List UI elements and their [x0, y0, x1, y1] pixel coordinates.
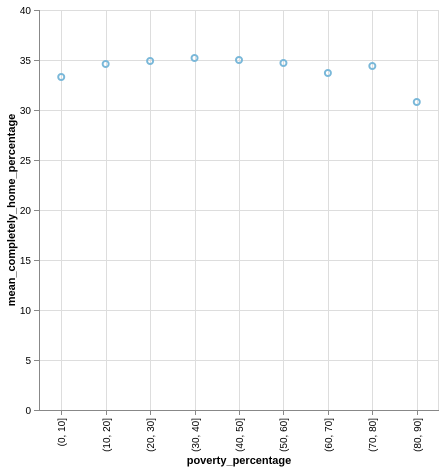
- x-tick-label: (40, 50]: [235, 418, 246, 452]
- y-tick-label: 15: [20, 256, 32, 267]
- data-point: [368, 62, 377, 70]
- x-tick-label: (30, 40]: [191, 418, 202, 452]
- data-point: [101, 60, 110, 68]
- y-tick-label: 0: [25, 406, 31, 417]
- x-tick-label: (50, 60]: [279, 418, 290, 452]
- data-point: [57, 73, 66, 81]
- data-point: [279, 59, 288, 67]
- data-point: [146, 57, 155, 65]
- x-tick-label: (0, 10]: [57, 418, 68, 447]
- data-point: [412, 98, 421, 106]
- axes: [34, 10, 439, 415]
- y-tick-label: 10: [20, 306, 32, 317]
- x-tick-label: (70, 80]: [368, 418, 379, 452]
- y-tick-label: 20: [20, 206, 32, 217]
- x-tick-label: (80, 90]: [413, 418, 424, 452]
- x-tick-label: (10, 20]: [102, 418, 113, 452]
- y-tick-label: 30: [20, 106, 32, 117]
- tick-labels: 0 5 10 15 20 25 30 35 40 (0, 10] (10, 20] (20, 30] (…: [20, 6, 424, 452]
- y-tick-label: 40: [20, 6, 32, 17]
- data-point: [323, 69, 332, 77]
- data-points: [57, 54, 421, 106]
- y-axis-title: mean_completely_home_percentage: [6, 114, 18, 307]
- y-tick-label: 5: [25, 356, 31, 367]
- x-tick-label: (20, 30]: [146, 418, 157, 452]
- y-tick-label: 35: [20, 56, 32, 67]
- gridlines: [39, 10, 439, 411]
- x-axis-title: poverty_percentage: [187, 455, 292, 467]
- x-tick-label: (60, 70]: [324, 418, 335, 452]
- data-point: [235, 56, 243, 64]
- data-point: [190, 54, 199, 62]
- y-tick-label: 25: [20, 156, 32, 167]
